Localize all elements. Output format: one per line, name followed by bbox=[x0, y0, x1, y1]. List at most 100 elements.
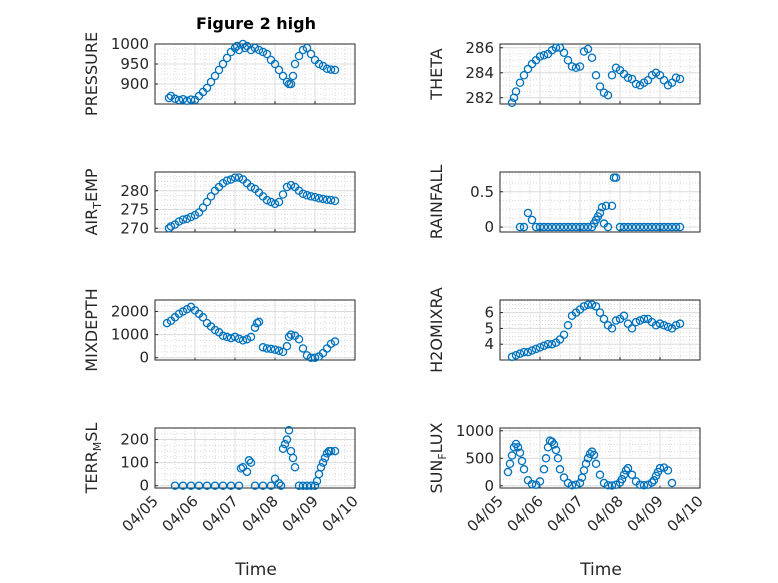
data-point bbox=[675, 74, 685, 84]
data-point bbox=[535, 52, 545, 61]
data-point bbox=[519, 222, 529, 232]
y-axis-label: PRESSURE bbox=[82, 32, 101, 116]
data-point bbox=[571, 480, 581, 489]
axes-frame bbox=[154, 427, 356, 489]
data-point bbox=[635, 480, 645, 489]
data-point bbox=[250, 43, 260, 53]
data-point bbox=[234, 481, 244, 490]
data-point bbox=[262, 344, 272, 353]
x-tick-label: 04/10 bbox=[664, 492, 707, 535]
y-tick-label: 270 bbox=[120, 219, 149, 237]
data-point bbox=[595, 208, 605, 218]
y-tick-label: 6 bbox=[484, 304, 494, 322]
data-point bbox=[250, 323, 260, 332]
data-point bbox=[611, 173, 621, 182]
data-point bbox=[278, 347, 288, 357]
data-point bbox=[541, 454, 551, 463]
data-point bbox=[663, 322, 673, 332]
data-point bbox=[549, 440, 559, 449]
data-point bbox=[595, 470, 605, 480]
data-point bbox=[571, 222, 581, 232]
data-point bbox=[302, 190, 312, 200]
subplot-pressure: 900 950 1000 PRESSURE bbox=[82, 32, 356, 116]
data-point bbox=[603, 222, 613, 232]
data-point bbox=[671, 321, 681, 330]
data-point bbox=[651, 321, 661, 330]
data-point bbox=[515, 349, 525, 358]
data-point bbox=[575, 222, 585, 232]
data-point bbox=[258, 343, 268, 352]
data-point bbox=[539, 222, 549, 232]
x-tick-label: 04/09 bbox=[279, 492, 322, 535]
data-point bbox=[250, 481, 260, 490]
x-axis-label-left: Time bbox=[234, 560, 277, 580]
data-point bbox=[619, 470, 629, 480]
data-point bbox=[202, 197, 212, 207]
y-tick-label: 0 bbox=[139, 477, 149, 495]
x-axis-label-right: Time bbox=[579, 560, 622, 580]
data-point bbox=[655, 319, 665, 328]
data-point bbox=[649, 476, 659, 485]
data-point bbox=[166, 222, 176, 231]
data-point bbox=[318, 194, 328, 204]
data-point bbox=[599, 314, 609, 324]
data-point bbox=[314, 193, 324, 203]
data-point bbox=[675, 222, 685, 232]
subplot-rainfall: 0 0.5 RAINFALL bbox=[427, 165, 701, 239]
data-point bbox=[587, 53, 597, 63]
data-point bbox=[639, 480, 649, 490]
data-point bbox=[298, 189, 308, 198]
data-point bbox=[631, 79, 641, 89]
y-axis-label: MIXDEPTH bbox=[82, 288, 101, 371]
data-point bbox=[513, 443, 523, 452]
y-axis-label: AIRTEMP bbox=[82, 168, 104, 235]
data-point bbox=[595, 308, 605, 317]
data-point bbox=[607, 324, 617, 333]
y-tick-label: 1000 bbox=[111, 35, 149, 53]
data-point bbox=[178, 94, 188, 104]
y-axis-label: THETA bbox=[427, 48, 446, 100]
axes-frame bbox=[499, 43, 701, 105]
data-point bbox=[523, 347, 533, 357]
data-point bbox=[655, 222, 665, 232]
data-point bbox=[619, 222, 629, 232]
data-point bbox=[647, 222, 657, 232]
y-axis-label: TERRMSL bbox=[82, 423, 104, 495]
data-point bbox=[226, 333, 236, 343]
data-point bbox=[286, 330, 296, 339]
data-point bbox=[294, 334, 304, 344]
data-point bbox=[631, 222, 641, 232]
data-point bbox=[581, 459, 591, 469]
data-point bbox=[623, 73, 633, 83]
data-point bbox=[326, 195, 336, 205]
data-point bbox=[543, 339, 553, 349]
data-point bbox=[244, 456, 254, 465]
data-point bbox=[290, 59, 300, 69]
data-point bbox=[523, 208, 533, 218]
data-point bbox=[294, 481, 304, 490]
data-point bbox=[238, 336, 248, 345]
data-point bbox=[659, 321, 669, 330]
data-point bbox=[515, 78, 525, 88]
data-point bbox=[555, 465, 565, 474]
subplot-theta: 282 284 286 THETA bbox=[427, 39, 701, 108]
y-tick-label: 0 bbox=[484, 477, 494, 495]
data-point bbox=[282, 341, 292, 351]
data-point bbox=[274, 346, 284, 356]
data-point bbox=[615, 222, 625, 232]
data-point bbox=[278, 71, 288, 81]
data-point bbox=[302, 43, 312, 53]
data-point bbox=[282, 77, 292, 87]
data-point bbox=[627, 222, 637, 232]
x-tick-label: 04/08 bbox=[584, 492, 627, 535]
data-point bbox=[284, 426, 294, 435]
data-point bbox=[170, 481, 180, 490]
y-tick-label: 282 bbox=[465, 89, 494, 107]
data-point bbox=[170, 94, 180, 104]
data-point bbox=[515, 448, 525, 458]
data-point bbox=[539, 465, 549, 474]
x-tick-label: 04/09 bbox=[624, 492, 667, 535]
data-point bbox=[531, 222, 541, 232]
data-point bbox=[515, 222, 525, 232]
